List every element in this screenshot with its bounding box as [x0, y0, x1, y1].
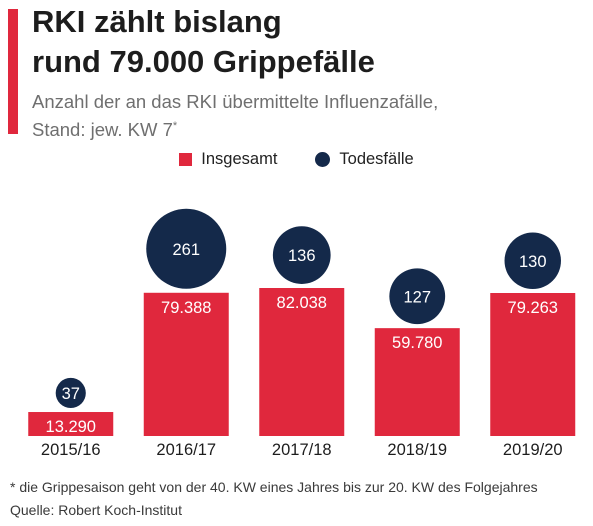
title-line-2: rund 79.000 Grippefälle	[32, 44, 375, 79]
legend-label-total: Insgesamt	[201, 150, 278, 168]
subtitle-footnote-mark: *	[172, 120, 178, 132]
death-value-label: 261	[172, 241, 200, 259]
bar-value-label: 13.290	[46, 418, 96, 436]
x-tick-label: 2015/16	[41, 441, 101, 459]
death-bubble-2017/18	[272, 226, 331, 284]
bar-2015/16	[28, 412, 114, 436]
subtitle-line-1: Anzahl der an das RKI übermittelte Influ…	[32, 91, 439, 112]
title-line-1: RKI zählt bislang	[32, 4, 282, 39]
death-bubble-2018/19	[389, 268, 446, 325]
source-note: Quelle: Robert Koch-Institut	[10, 502, 182, 518]
death-value-label: 130	[519, 253, 547, 271]
chart-subtitle: Anzahl der an das RKI übermittelte Influ…	[32, 90, 587, 142]
x-tick-label: 2016/17	[156, 441, 216, 459]
bar-value-label: 79.388	[161, 299, 211, 317]
death-value-label: 136	[288, 247, 316, 265]
chart-canvas: 13.290 37 2015/16 79.388 261 2016/17 82.038 136…	[28, 208, 576, 459]
death-bubble-2016/17	[146, 208, 227, 289]
legend-bar-swatch	[179, 153, 193, 166]
legend-item-deaths: Todesfälle	[315, 150, 414, 169]
x-tick-label: 2017/18	[272, 441, 332, 459]
bar-2016/17	[143, 292, 229, 436]
death-value-label: 37	[62, 385, 80, 403]
death-value-label: 127	[403, 288, 431, 306]
death-bubble-2015/16	[55, 377, 86, 409]
bar-2018/19	[374, 328, 460, 436]
subtitle-line-2: Stand: jew. KW 7*	[32, 114, 587, 142]
legend-item-total: Insgesamt	[179, 150, 277, 169]
bar-value-label: 82.038	[277, 294, 327, 312]
legend-label-deaths: Todesfälle	[339, 150, 414, 168]
legend-dot-swatch	[315, 152, 331, 167]
bar-value-label: 79.263	[508, 299, 558, 317]
x-tick-label: 2018/19	[387, 441, 447, 459]
bar-value-label: 59.780	[392, 334, 442, 352]
chart-title: RKI zählt bislang rund 79.000 Grippefäll…	[32, 2, 582, 82]
subtitle-line-2-text: Stand: jew. KW 7	[32, 119, 173, 141]
legend: Insgesamt Todesfälle	[0, 150, 593, 169]
accent-bar	[8, 9, 18, 134]
bar-2017/18	[259, 288, 345, 436]
x-tick-label: 2019/20	[503, 441, 563, 459]
bar-2019/20	[490, 293, 576, 436]
death-bubble-2019/20	[504, 232, 561, 290]
footnote: * die Grippesaison geht von der 40. KW e…	[10, 479, 538, 495]
